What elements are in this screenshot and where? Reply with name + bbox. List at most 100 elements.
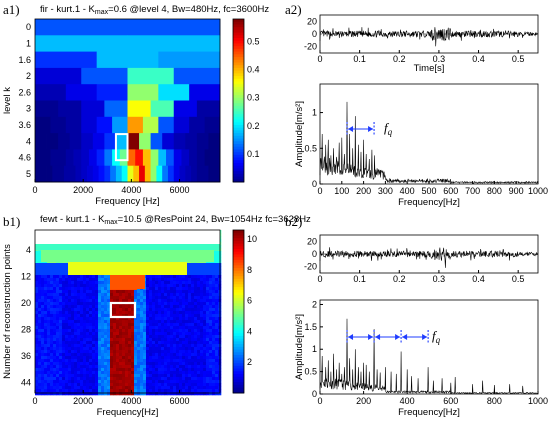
heatmap-cell [203,365,207,369]
heatmap-cell [203,356,207,360]
heatmap-cell [62,356,66,360]
heatmap-cell [185,338,189,342]
colorbar-step [233,165,244,169]
heatmap-cell [47,389,51,393]
heatmap-cell [35,380,39,384]
heatmap-cell [197,326,201,330]
heatmap-cell [113,383,117,387]
heatmap-cell [158,278,162,282]
heatmap-cell [164,392,168,396]
x-tick-label: 0.4 [472,274,485,284]
heatmap-cell [176,356,180,360]
heatmap-cell [206,335,210,339]
heatmap-cell [194,287,198,291]
heatmap-cell [95,350,99,354]
heatmap-cell [122,314,126,318]
heatmap-cell [77,392,81,396]
heatmap-cell [215,392,219,396]
heatmap-cell [74,335,78,339]
heatmap-cell [71,278,75,282]
plot-frame-a1 [34,18,221,183]
heatmap-cell [149,350,153,354]
heatmap-cell [65,377,69,381]
heatmap-cell [209,323,213,327]
colorbar-step [233,116,244,121]
heatmap-cell [116,392,120,396]
colorbar-step [233,157,244,161]
heatmap-cell [146,302,150,306]
heatmap-cell [131,308,135,312]
heatmap-cell [143,347,147,351]
heatmap-cell [80,320,84,324]
heatmap-cell [80,374,84,378]
heatmap-cell [41,296,45,300]
colorbar-step [233,171,244,175]
heatmap-cell [134,371,138,375]
heatmap-cell [44,368,48,372]
colorbar-step [233,265,244,269]
heatmap-cell [113,353,117,357]
x-tick-label: 0.5 [512,274,525,284]
fq-arrow-head [375,334,381,340]
heatmap-cell [116,311,120,315]
heatmap-cell [77,344,81,348]
heatmap-cell [161,386,165,390]
heatmap-cell [206,299,210,303]
fq-arrow-head [395,334,401,340]
heatmap-cell [164,329,168,333]
heatmap-cell [209,296,213,300]
heatmap-cell [110,341,114,345]
heatmap-cell [92,308,96,312]
heatmap-cell [170,305,174,309]
heatmap-cell [71,326,75,330]
heatmap-cell [215,329,219,333]
heatmap-cell [155,350,159,354]
heatmap-cell [38,389,42,393]
heatmap-cell [170,338,174,342]
colorbar-step [233,373,244,378]
heatmap-cell [86,302,90,306]
heatmap-cell [86,278,90,282]
colorbar-step [233,143,244,148]
heatmap-cell [155,347,159,351]
heatmap-cell [101,275,105,279]
heatmap-cell [98,371,102,375]
heatmap-cell [50,353,54,357]
y-tick-label: 3.6 [18,120,31,130]
heatmap-cell [41,314,45,318]
heatmap-cell [110,377,114,381]
heatmap-cell [44,275,48,279]
heatmap-cell [53,299,57,303]
heatmap-cell [149,344,153,348]
heatmap-cell [95,386,99,390]
heatmap-cell [173,380,177,384]
heatmap-cell [104,287,108,291]
heatmap-cell [128,290,132,294]
heatmap-cell [110,290,114,294]
heatmap-cell [152,314,156,318]
colorbar-step [233,32,244,36]
heatmap-cell [74,386,78,390]
heatmap-cell [149,377,153,381]
heatmap-cell [188,296,192,300]
heatmap-cell [104,383,108,387]
heatmap-cell [56,269,60,273]
heatmap-cell [161,371,165,375]
heatmap-cell [35,302,39,306]
heatmap-cell [182,299,186,303]
heatmap-cell [88,149,98,167]
heatmap-cell [107,302,111,306]
heatmap-cell [215,374,219,378]
heatmap-cell [41,311,45,315]
heatmap-cell [161,311,165,315]
heatmap-cell [35,368,39,372]
heatmap-cell [203,332,207,336]
heatmap-cell [131,317,135,321]
heatmap-cell [127,165,134,183]
heatmap-cell [194,317,198,321]
heatmap-cell [127,67,175,85]
heatmap-cell [179,347,183,351]
heatmap-cell [113,386,117,390]
heatmap-a1 [35,19,221,183]
heatmap-cell [191,347,195,351]
